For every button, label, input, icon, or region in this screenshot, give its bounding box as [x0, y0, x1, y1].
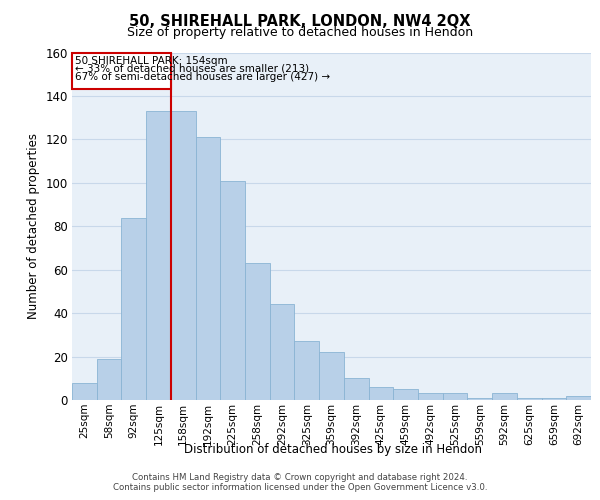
- Bar: [146, 111, 171, 400]
- Bar: [344, 378, 368, 400]
- Bar: [270, 304, 295, 400]
- Bar: [121, 218, 146, 400]
- Text: Distribution of detached houses by size in Hendon: Distribution of detached houses by size …: [184, 442, 482, 456]
- Bar: [196, 137, 220, 400]
- Bar: [171, 111, 196, 400]
- Bar: [443, 394, 467, 400]
- Bar: [72, 382, 97, 400]
- Y-axis label: Number of detached properties: Number of detached properties: [27, 133, 40, 320]
- Bar: [97, 358, 121, 400]
- Bar: [393, 389, 418, 400]
- Bar: [542, 398, 566, 400]
- Text: ← 33% of detached houses are smaller (213): ← 33% of detached houses are smaller (21…: [75, 64, 309, 74]
- Text: 67% of semi-detached houses are larger (427) →: 67% of semi-detached houses are larger (…: [75, 72, 330, 82]
- Bar: [418, 394, 443, 400]
- Bar: [220, 180, 245, 400]
- Bar: [72, 52, 171, 90]
- Bar: [245, 263, 270, 400]
- Bar: [295, 342, 319, 400]
- Bar: [517, 398, 542, 400]
- Bar: [319, 352, 344, 400]
- Bar: [467, 398, 492, 400]
- Text: Size of property relative to detached houses in Hendon: Size of property relative to detached ho…: [127, 26, 473, 39]
- Text: 50, SHIREHALL PARK, LONDON, NW4 2QX: 50, SHIREHALL PARK, LONDON, NW4 2QX: [129, 14, 471, 29]
- Text: Contains public sector information licensed under the Open Government Licence v3: Contains public sector information licen…: [113, 484, 487, 492]
- Bar: [566, 396, 591, 400]
- Bar: [492, 394, 517, 400]
- Text: 50 SHIREHALL PARK: 154sqm: 50 SHIREHALL PARK: 154sqm: [75, 56, 227, 66]
- Text: Contains HM Land Registry data © Crown copyright and database right 2024.: Contains HM Land Registry data © Crown c…: [132, 472, 468, 482]
- Bar: [368, 387, 393, 400]
